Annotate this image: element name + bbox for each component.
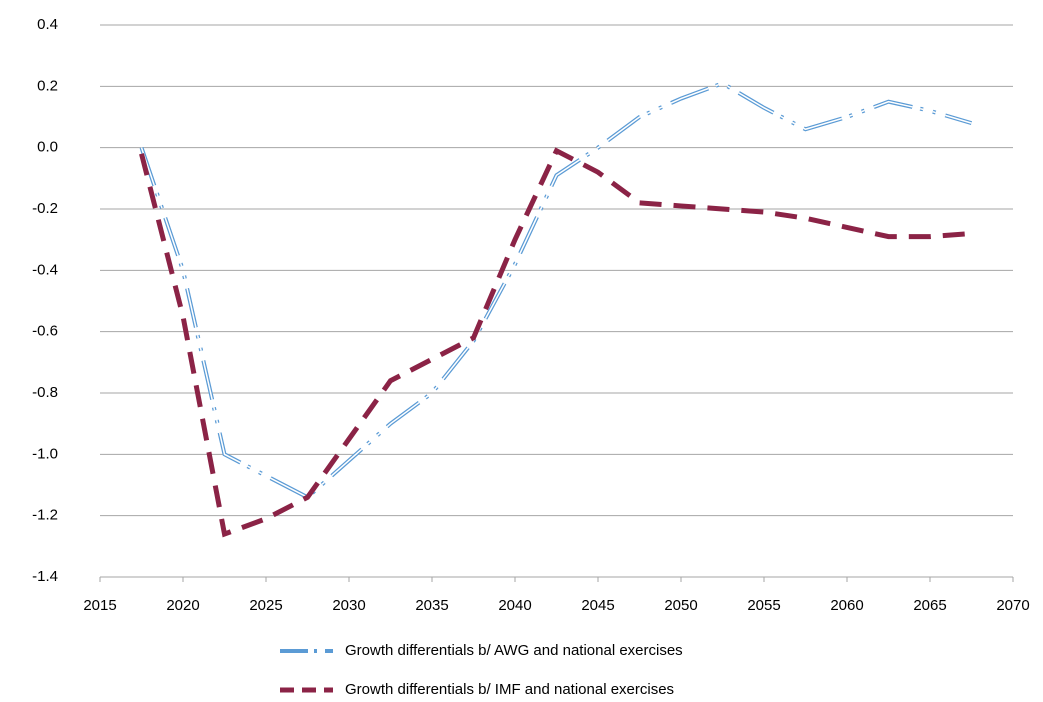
y-tick-label: 0.2 bbox=[37, 77, 58, 94]
y-tick-label: 0.0 bbox=[37, 139, 58, 156]
x-tick-label: 2070 bbox=[996, 597, 1029, 614]
y-tick-label: -0.8 bbox=[32, 384, 58, 401]
x-tick-label: 2050 bbox=[664, 597, 697, 614]
x-tick-label: 2025 bbox=[249, 597, 282, 614]
x-tick-label: 2035 bbox=[415, 597, 448, 614]
y-tick-label: -0.4 bbox=[32, 261, 58, 278]
x-tick-label: 2030 bbox=[332, 597, 365, 614]
x-tick-label: 2060 bbox=[830, 597, 863, 614]
y-tick-label: -1.4 bbox=[32, 568, 58, 585]
y-tick-label: -0.2 bbox=[32, 200, 58, 217]
y-tick-label: -1.0 bbox=[32, 445, 58, 462]
x-tick-label: 2065 bbox=[913, 597, 946, 614]
legend-label: Growth differentials b/ IMF and national… bbox=[345, 681, 674, 698]
x-tick-label: 2015 bbox=[83, 597, 116, 614]
series-line bbox=[139, 147, 972, 538]
x-tick-label: 2055 bbox=[747, 597, 780, 614]
y-tick-label: -0.6 bbox=[32, 323, 58, 340]
series-line-inner bbox=[140, 82, 972, 499]
series-line bbox=[139, 81, 973, 500]
y-tick-label: 0.4 bbox=[37, 16, 58, 33]
y-tick-label: -1.2 bbox=[32, 507, 58, 524]
x-tick-label: 2020 bbox=[166, 597, 199, 614]
x-tick-label: 2045 bbox=[581, 597, 614, 614]
legend-label: Growth differentials b/ AWG and national… bbox=[345, 642, 683, 659]
x-tick-label: 2040 bbox=[498, 597, 531, 614]
